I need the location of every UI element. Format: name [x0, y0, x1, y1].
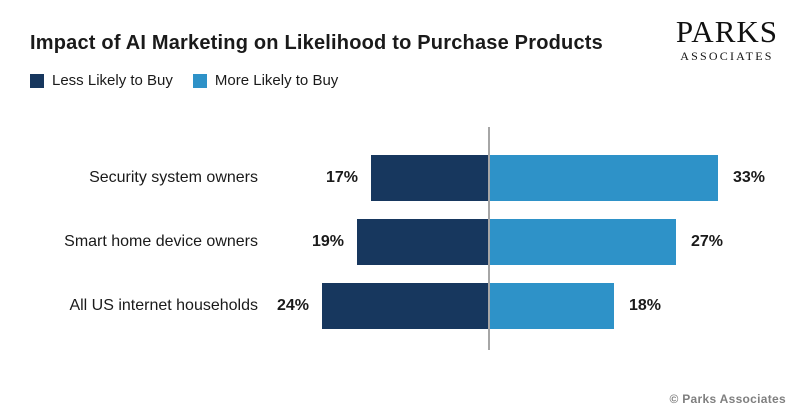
- value-label-more-likely: 18%: [629, 297, 662, 314]
- legend-swatch-less-likely: [30, 73, 44, 88]
- category-label: Security system owners: [89, 169, 258, 186]
- logo-associates-text: ASSOCIATES: [680, 49, 774, 63]
- copyright-note: © Parks Associates: [669, 392, 786, 406]
- left-bar-zone: 17%: [258, 155, 488, 201]
- chart-rows: Security system owners 17% 33% Smart home d…: [30, 155, 770, 329]
- parks-associates-logo: PARKS ASSOCIATES: [676, 16, 778, 62]
- legend-item-less-likely: Less Likely to Buy: [30, 72, 173, 89]
- chart-row: Security system owners 17% 33%: [30, 155, 770, 201]
- value-label-less-likely: 24%: [276, 297, 309, 314]
- chart-legend: Less Likely to Buy More Likely to Buy: [30, 72, 770, 89]
- bar-more-likely: [490, 155, 718, 201]
- legend-label-more-likely: More Likely to Buy: [214, 72, 339, 89]
- legend-item-more-likely: More Likely to Buy: [192, 72, 339, 89]
- value-label-less-likely: 17%: [325, 169, 358, 186]
- legend-label-less-likely: Less Likely to Buy: [52, 72, 173, 89]
- right-bar-zone: 18%: [490, 283, 770, 329]
- chart-row: Smart home device owners 19% 27%: [30, 219, 770, 265]
- page-title: Impact of AI Marketing on Likelihood to …: [30, 32, 603, 54]
- category-label: All US internet households: [69, 297, 258, 314]
- bar-less-likely: [322, 283, 488, 329]
- left-bar-zone: 24%: [258, 283, 488, 329]
- value-label-less-likely: 19%: [311, 233, 344, 250]
- legend-swatch-more-likely: [192, 73, 207, 88]
- bar-more-likely: [490, 219, 676, 265]
- bar-less-likely: [371, 155, 488, 201]
- header: Impact of AI Marketing on Likelihood to …: [0, 0, 800, 62]
- zero-axis-line: [488, 127, 490, 350]
- right-bar-zone: 33%: [490, 155, 770, 201]
- logo-parks-text: PARKS: [675, 14, 778, 49]
- left-bar-zone: 19%: [258, 219, 488, 265]
- category-label: Smart home device owners: [64, 233, 258, 250]
- bar-more-likely: [490, 283, 614, 329]
- right-bar-zone: 27%: [490, 219, 770, 265]
- value-label-more-likely: 27%: [691, 233, 724, 250]
- value-label-more-likely: 33%: [733, 169, 766, 186]
- diverging-bar-chart: Security system owners 17% 33% Smart home d…: [30, 127, 770, 350]
- bar-less-likely: [357, 219, 488, 265]
- chart-row: All US internet households 24% 18%: [30, 283, 770, 329]
